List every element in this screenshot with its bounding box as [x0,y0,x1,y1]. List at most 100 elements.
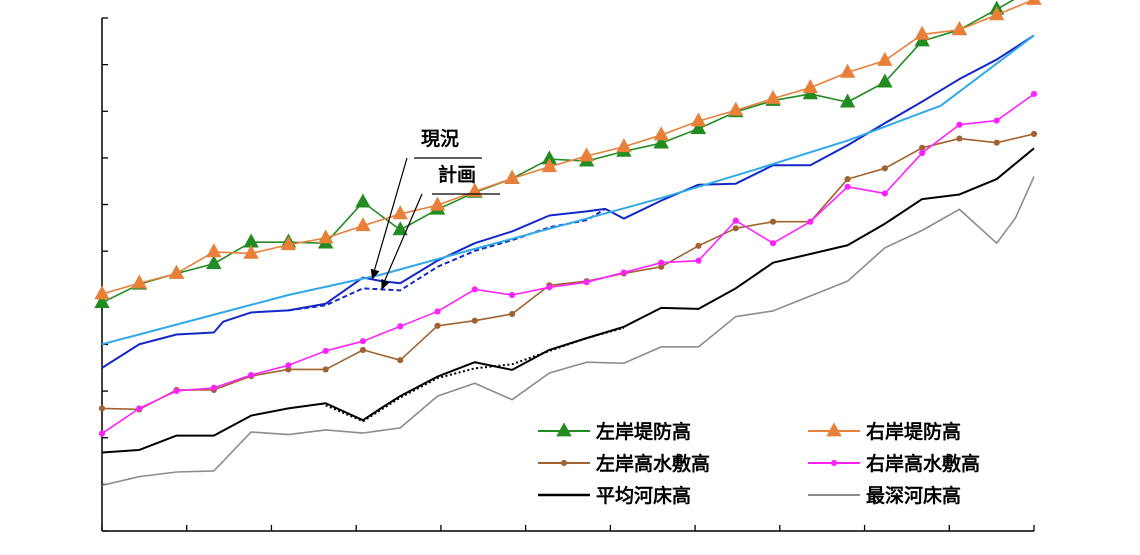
data-point [355,193,371,208]
data-point [392,221,408,236]
data-point [98,405,106,412]
series-7 [101,34,1035,369]
data-point [877,73,893,88]
legend-item: 左岸高水敷高 [538,452,710,475]
data-point [322,366,329,373]
series-4 [101,147,1035,454]
legend-item: 左岸堤防高 [538,420,691,443]
data-point [173,387,180,395]
data-point [658,259,665,266]
data-point [690,112,707,127]
series-0 [94,0,1015,309]
legend-item: 平均河床高 [538,484,691,507]
legend-label: 平均河床高 [596,484,691,507]
data-point [839,93,856,108]
data-point [355,217,371,232]
annotation-leader [371,157,408,278]
data-point [919,149,926,156]
chart-axes [101,17,1035,532]
data-point [546,284,553,291]
legend-marker-icon [826,422,842,437]
data-point [993,117,1000,124]
data-point [765,89,781,104]
data-point [285,362,292,369]
series-5 [325,326,625,423]
data-point [728,101,744,116]
legend-item: 右岸高水敷高 [808,452,980,475]
data-point [732,217,739,224]
data-point [881,190,888,197]
series-line [325,326,625,423]
data-point [583,279,590,286]
data-point [206,255,222,270]
data-point [541,150,558,165]
series-line [101,93,1035,435]
data-point [317,229,334,244]
series-line [101,147,1035,454]
data-point [168,264,185,279]
data-point [956,135,963,142]
arrow-head-icon [370,268,380,280]
data-point [471,317,478,324]
data-point [509,291,516,299]
series-line [101,176,1035,487]
series-line [101,34,1035,346]
data-point [280,236,297,251]
data-point [434,308,441,315]
data-point [956,121,963,128]
data-point [802,79,819,94]
data-point [769,218,777,225]
data-point [877,51,893,66]
data-point [248,371,255,379]
data-point [94,294,110,309]
data-point [951,21,968,36]
annotation-label: 現況 [421,127,459,150]
series-8 [288,207,606,312]
legend-label: 左岸高水敷高 [596,452,710,475]
chart-plot-area [94,0,1042,487]
data-point [434,322,441,329]
data-point [504,169,520,184]
series-line [288,207,606,312]
series-2 [98,130,1038,413]
data-point [471,286,478,293]
annotation-0: 現況 [370,127,482,280]
series-line [101,34,1035,369]
series-line [101,133,1035,411]
data-point [989,6,1005,21]
annotation-1: 計画 [381,163,500,290]
legend-label: 右岸堤防高 [865,420,961,443]
data-point [844,183,851,190]
data-point [397,357,404,364]
legend-label: 左岸堤防高 [596,420,691,443]
data-point [695,242,702,249]
series-line [101,0,1015,304]
data-point [397,323,404,330]
data-point [690,120,707,135]
series-6 [101,176,1035,487]
data-point [653,134,669,149]
data-point [243,244,259,259]
arrow-head-icon [381,278,390,290]
legend-marker-icon [560,459,568,467]
data-point [807,218,814,225]
series-1 [94,0,1042,300]
data-point [844,176,851,183]
data-point [881,165,888,172]
data-point [653,126,669,141]
data-point [509,310,516,318]
series-3 [98,90,1038,437]
data-point [131,274,147,289]
data-point [914,25,930,40]
data-point [359,338,367,345]
data-point [136,405,143,412]
data-point [206,243,222,258]
data-point [578,147,595,162]
legend-item: 最深河床高 [808,484,961,507]
legend-marker-icon [556,422,572,437]
data-point [94,285,110,300]
data-point [993,139,1000,146]
